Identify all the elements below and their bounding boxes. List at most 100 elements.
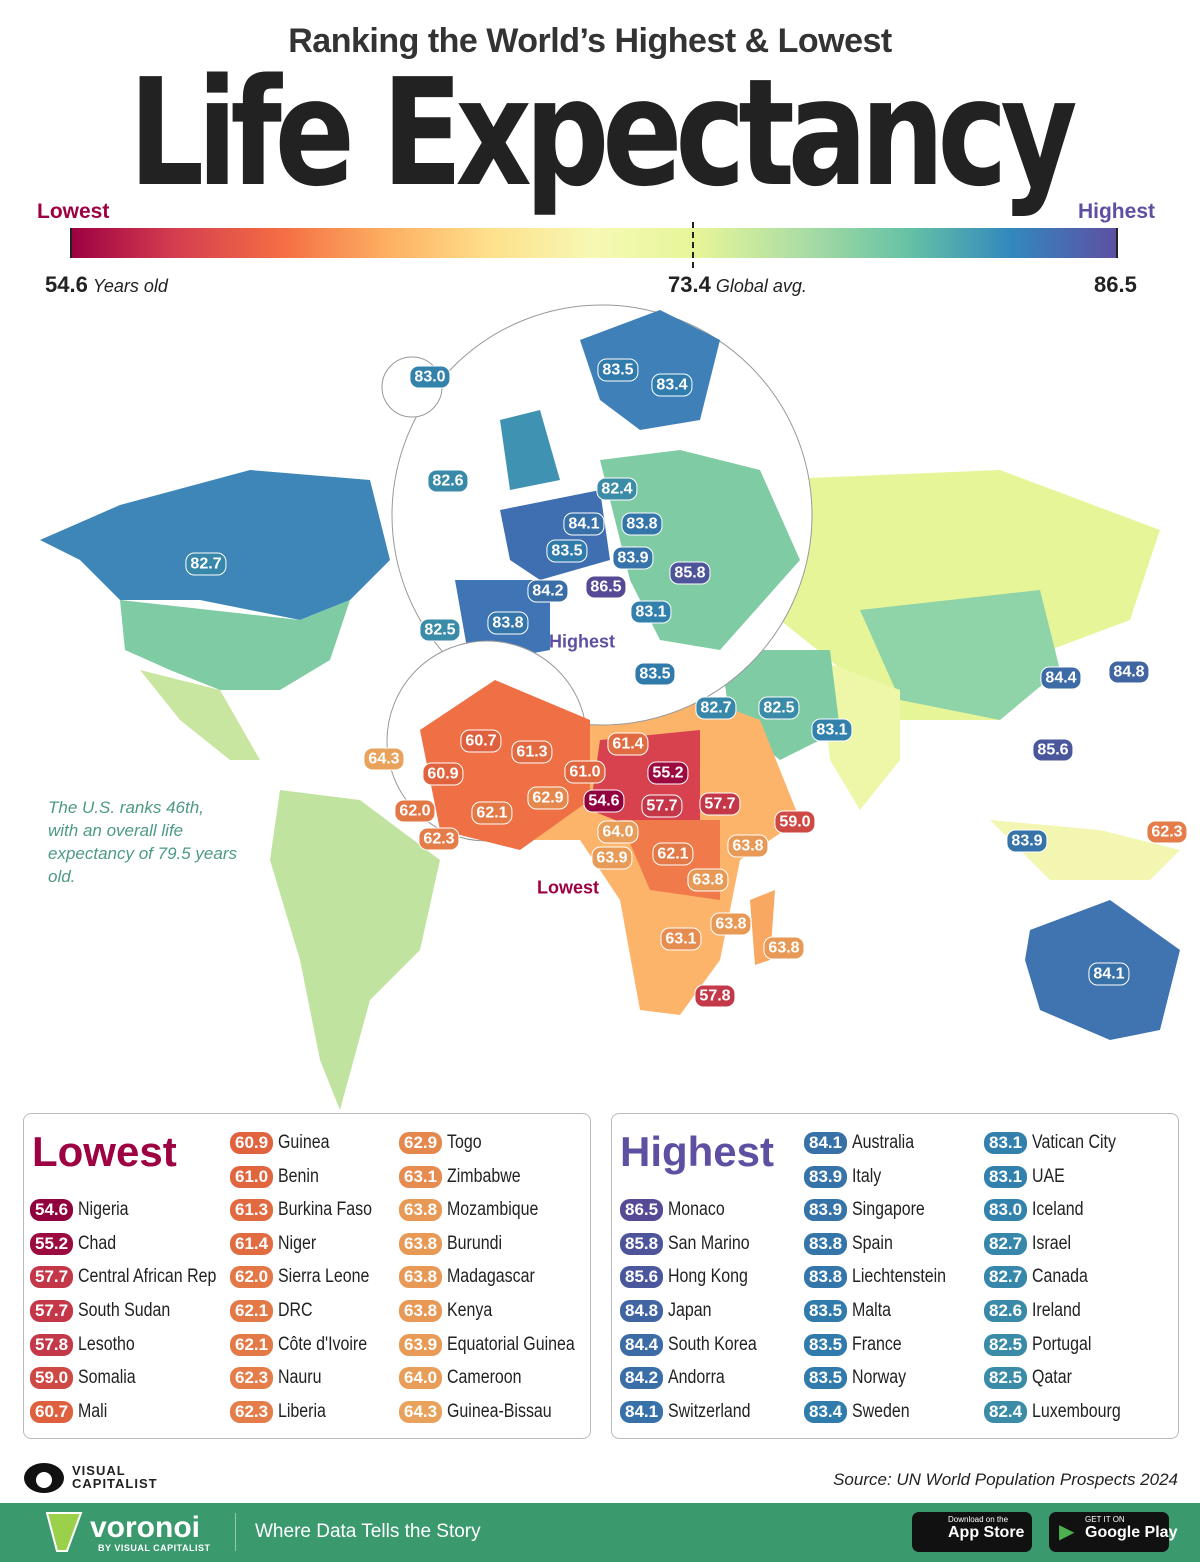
country-name: Sierra Leone — [278, 1266, 370, 1288]
value-badge: 63.1 — [399, 1165, 443, 1188]
value-badge: 62.3 — [230, 1367, 274, 1390]
ranking-item: 59.0 Somalia — [30, 1365, 147, 1391]
map-value-label: 83.1 — [811, 718, 853, 742]
highest-title: Highest — [620, 1128, 775, 1175]
ranking-item: 62.9 Togo — [399, 1130, 488, 1156]
country-name: France — [852, 1333, 902, 1355]
value-badge: 82.7 — [984, 1232, 1028, 1255]
central-europe-shape — [600, 450, 800, 650]
country-name: Malta — [852, 1300, 892, 1321]
lowest-panel: Lowest 54.6 Nigeria 55.2 Chad 57.7 Central Af… — [23, 1113, 591, 1439]
country-name: Equatorial Guinea — [447, 1333, 575, 1355]
ranking-item: 82.5 Qatar — [984, 1365, 1080, 1391]
country-name: Switzerland — [668, 1400, 751, 1422]
country-name: Luxembourg — [1032, 1400, 1121, 1422]
google-play-button[interactable]: ▶ GET IT ON Google Play — [1049, 1512, 1177, 1552]
ranking-item: 61.3 Burkina Faso — [230, 1197, 390, 1223]
map-value-label: 85.6 — [1032, 738, 1074, 762]
map-value-label: 82.6 — [427, 469, 469, 493]
map-value-label: 82.4 — [596, 477, 638, 501]
scale-lowest-label: Lowest — [37, 200, 110, 223]
value-badge: 60.9 — [230, 1132, 274, 1154]
map-value-label: 84.8 — [1108, 660, 1150, 684]
country-name: Zimbabwe — [447, 1165, 521, 1187]
country-name: Kenya — [447, 1300, 493, 1321]
ranking-item: 84.1 Switzerland — [620, 1399, 766, 1425]
country-name: Iceland — [1032, 1199, 1084, 1221]
country-name: Mozambique — [447, 1199, 539, 1221]
ranking-item: 63.8 Mozambique — [399, 1197, 556, 1223]
map-value-label: 61.4 — [607, 732, 649, 756]
map-value-label: 62.1 — [471, 801, 513, 825]
country-name: Niger — [278, 1232, 317, 1254]
ranking-item: 83.4 Sweden — [804, 1399, 921, 1425]
value-badge: 86.5 — [620, 1199, 664, 1222]
value-badge: 83.5 — [804, 1333, 848, 1356]
map-value-label: 57.8 — [694, 984, 736, 1008]
russia-asia-shape — [760, 470, 1160, 720]
country-name: Italy — [852, 1165, 882, 1187]
lowest-note: Lowest — [536, 877, 600, 898]
country-name: Lesotho — [78, 1333, 135, 1355]
value-badge: 83.4 — [804, 1400, 848, 1423]
country-name: Burkina Faso — [278, 1199, 373, 1221]
scale-max: 86.5 — [1094, 272, 1137, 297]
map-value-label: 55.2 — [647, 761, 689, 785]
ranking-item: 85.8 San Marino — [620, 1231, 765, 1257]
map-value-label: 83.0 — [409, 365, 451, 389]
country-name: Liechtenstein — [852, 1266, 947, 1288]
highest-panel: Highest 86.5 Monaco 85.8 San Marino 85.6 Hong… — [611, 1113, 1179, 1439]
ranking-item: 57.7 South Sudan — [30, 1298, 188, 1324]
north-america — [40, 470, 390, 760]
appstore-small: Download on the — [948, 1515, 1009, 1524]
country-name: Nigeria — [78, 1199, 129, 1221]
country-name: Singapore — [852, 1199, 925, 1221]
value-badge: 83.1 — [984, 1165, 1028, 1188]
value-badge: 83.9 — [804, 1199, 848, 1222]
map-value-label: 57.7 — [641, 794, 683, 818]
value-badge: 84.1 — [804, 1132, 848, 1154]
country-name: South Korea — [668, 1333, 757, 1355]
country-name: Norway — [852, 1367, 907, 1389]
country-name: Guinea-Bissau — [447, 1400, 552, 1422]
country-name: Guinea — [278, 1132, 330, 1153]
ranking-item: 83.9 Italy — [804, 1164, 887, 1190]
value-badge: 84.2 — [620, 1367, 664, 1390]
vc-logo-icon — [24, 1463, 64, 1493]
app-store-button[interactable]: Download on the App Store — [912, 1512, 1032, 1552]
country-name: Liberia — [278, 1400, 327, 1422]
map-value-label: 61.0 — [564, 760, 606, 784]
ranking-item: 82.6 Ireland — [984, 1298, 1090, 1324]
map-value-label: 83.9 — [612, 546, 654, 570]
mexico-shape — [140, 670, 260, 760]
map-value-label: 83.4 — [651, 373, 693, 397]
value-badge: 82.6 — [984, 1300, 1028, 1322]
value-badge: 57.7 — [30, 1300, 74, 1322]
ranking-item: 62.1 Côte d'Ivoire — [230, 1332, 384, 1358]
ranking-item: 61.0 Benin — [230, 1164, 327, 1190]
country-name: Andorra — [668, 1367, 725, 1389]
voronoi-logo: voronoi — [90, 1511, 200, 1544]
china-shape — [860, 590, 1060, 720]
world-map — [40, 304, 1180, 1110]
value-badge: 61.0 — [230, 1165, 274, 1188]
highest-note: Highest — [548, 631, 616, 652]
lowest-title: Lowest — [32, 1128, 177, 1175]
scale-avg: 73.4 Global avg. — [668, 272, 807, 298]
value-badge: 83.5 — [804, 1367, 848, 1390]
map-value-label: 62.3 — [418, 827, 460, 851]
appstore-label: App Store — [948, 1524, 1025, 1541]
map-value-label: 83.8 — [487, 611, 529, 635]
country-name: UAE — [1032, 1165, 1065, 1187]
map-value-label: 84.4 — [1040, 666, 1082, 690]
scale-min: 54.6 Years old — [45, 272, 168, 298]
ranking-item: 86.5 Monaco — [620, 1197, 736, 1223]
country-name: Israel — [1032, 1232, 1072, 1254]
map-value-label: 64.3 — [363, 747, 405, 771]
map-value-label: 83.5 — [634, 662, 676, 686]
ranking-item: 84.1 Australia — [804, 1130, 926, 1156]
value-badge: 60.7 — [30, 1400, 74, 1423]
value-badge: 61.4 — [230, 1232, 274, 1255]
global-average-marker — [692, 222, 694, 268]
source: Source: UN World Population Prospects 20… — [833, 1470, 1178, 1489]
